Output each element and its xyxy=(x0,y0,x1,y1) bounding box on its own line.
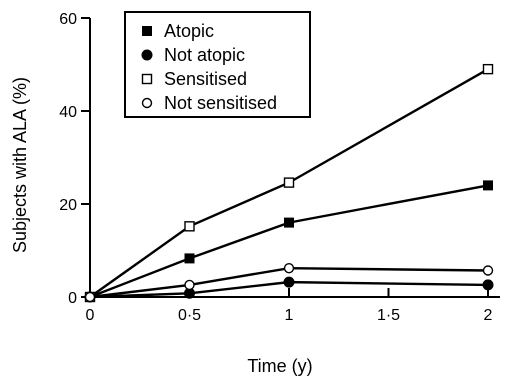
series-line xyxy=(89,280,489,299)
series-line xyxy=(89,68,489,298)
x-ticks: 0 0·5 1 1·5 2 xyxy=(86,288,493,324)
series-line xyxy=(89,266,489,299)
y-tick-label: 0 xyxy=(68,290,77,307)
y-tick-label: 60 xyxy=(59,11,77,28)
axes xyxy=(89,18,500,298)
legend-marker xyxy=(142,26,152,36)
legend-box xyxy=(124,11,311,118)
data-point xyxy=(184,253,195,264)
data-point xyxy=(84,291,96,303)
x-tick-label: 0·5 xyxy=(178,307,201,324)
x-tick-label: 1 xyxy=(285,307,294,324)
y-axis-title: Subjects with ALA (%) xyxy=(10,77,30,253)
data-point xyxy=(283,262,295,274)
series-line xyxy=(89,184,489,299)
series-3 xyxy=(84,262,494,303)
y-tick-label: 40 xyxy=(59,104,77,121)
legend-marker xyxy=(141,49,153,61)
data-point xyxy=(482,265,494,276)
legend-label: Atopic xyxy=(164,21,214,41)
data-point xyxy=(283,276,295,288)
x-tick-label: 1·5 xyxy=(377,307,400,324)
data-point xyxy=(483,180,493,191)
legend-label: Sensitised xyxy=(164,69,247,89)
legend-label: Not sensitised xyxy=(164,93,277,113)
y-ticks: 0 20 40 60 xyxy=(59,11,90,307)
data-point xyxy=(184,279,195,291)
y-tick-label: 20 xyxy=(59,197,77,214)
data-point xyxy=(184,221,195,232)
data-point xyxy=(482,279,494,291)
x-axis-title: Time (y) xyxy=(247,356,312,376)
legend-label: Not atopic xyxy=(164,45,245,65)
x-tick-label: 2 xyxy=(484,307,493,324)
data-point xyxy=(284,217,294,228)
series-layer xyxy=(84,63,494,303)
data-point xyxy=(283,177,295,188)
legend-marker xyxy=(141,73,153,85)
legend-marker xyxy=(141,97,153,109)
data-point xyxy=(482,63,494,75)
legend: Atopic Not atopic Sensitised Not sensitised xyxy=(124,11,311,118)
x-tick-label: 0 xyxy=(86,307,95,324)
